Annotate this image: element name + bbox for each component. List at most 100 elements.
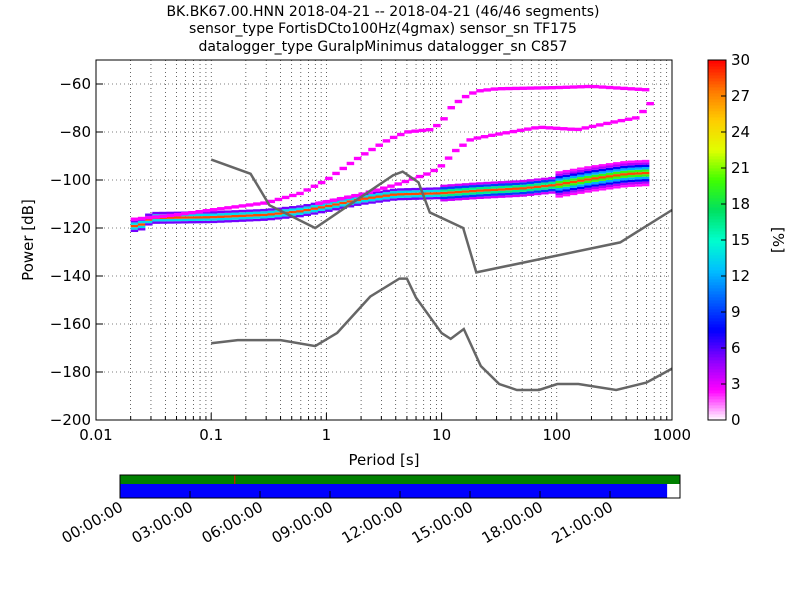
psd-cell [461,195,470,198]
colorbar-segment [708,108,726,112]
psd-cell [353,203,362,206]
colorbar-segment [708,291,726,295]
psd-cell [620,185,628,188]
colorbar-segment [708,378,726,382]
psd-cell [303,206,311,209]
psd-cell [613,166,621,170]
psd-cell [339,199,347,202]
colorbar-segment [708,402,726,406]
colorbar-segment [708,219,726,223]
psd-cell [641,183,650,187]
colorbar-segment [708,243,726,247]
psd-cell [598,164,607,167]
psd-cell-outlier [541,86,549,90]
psd-cell [483,191,491,194]
psd-cell [260,218,268,221]
psd-cell [274,212,283,215]
colorbar-segment [708,390,726,394]
psd-cell [476,196,484,200]
title-line-station: BK.BK67.00.HNN 2018-04-21 -- 2018-04-21 … [166,4,599,20]
psd-cell [217,215,225,218]
colorbar-segment [708,339,726,343]
colorbar-segment [708,240,726,244]
psd-cell [368,201,376,204]
psd-cell-outlier [531,126,539,130]
timeline-tick-label: 18:00:00 [479,498,546,547]
psd-cell [217,213,225,216]
psd-cell-outlier [425,128,434,132]
psd-cell [281,209,290,212]
colorbar-segment [708,84,726,88]
psd-cell [577,184,585,187]
colorbar-segment [708,216,726,220]
timeline-tick-label: 03:00:00 [129,498,196,547]
psd-cell-outlier [548,86,556,90]
colorbar-segment [708,204,726,208]
colorbar-segment [708,255,726,259]
psd-cell [605,179,614,183]
psd-cell [584,180,592,184]
psd-cell [605,175,614,178]
psd-cell [433,187,441,190]
psd-cell [447,186,455,189]
colorbar-segment [708,357,726,361]
psd-cell [440,194,448,197]
psd-cell [469,187,477,190]
psd-cell [641,162,650,165]
psd-cell [641,171,650,175]
psd-cell-outlier [404,130,412,134]
psd-cell-outlier [418,128,427,133]
psd-cell-outlier [617,118,626,123]
psd-cell [569,180,578,184]
psd-cell [181,218,189,222]
y-tick-label: −80 [59,123,91,141]
psd-cell [519,187,527,190]
colorbar-segment [708,126,726,130]
y-tick-label: −120 [50,219,91,237]
colorbar-segment [708,369,726,373]
psd-cell [497,195,506,198]
psd-cell [152,219,160,222]
psd-cell-outlier [231,205,239,209]
psd-cell [634,162,643,166]
psd-cell-outlier [375,143,383,147]
colorbar-segment [708,231,726,235]
psd-cell [497,190,506,194]
psd-cell [188,218,196,222]
psd-cell [375,200,383,203]
psd-cell [634,167,643,170]
psd-cell [562,181,571,185]
colorbar-segment [708,198,726,202]
psd-cell [238,219,247,222]
psd-cell [440,196,448,200]
colorbar-segment [708,381,726,385]
y-axis-ticks: −200 −180 −160 −140 −120 −100 −80 −60 [50,75,103,429]
psd-cell [512,180,520,183]
colorbar-segment [708,213,726,217]
psd-cell [137,225,146,229]
psd-cell-outlier [610,120,618,124]
colorbar-segment [708,252,726,256]
psd-cell [591,172,599,175]
psd-cell-outlier [444,156,453,160]
psd-cell [555,183,563,186]
colorbar-segment [708,60,726,64]
y-axis-label: Power [dB] [19,199,37,281]
psd-cell [281,216,290,219]
psd-cell [130,222,139,225]
psd-cell-outlier [454,99,463,104]
psd-cell [584,173,592,176]
psd-cell [454,193,463,196]
psd-cell-outlier [397,132,405,137]
colorbar-segment [708,183,726,187]
psd-cell [289,208,297,211]
psd-cell [541,192,549,195]
psd-cell [145,218,153,221]
psd-cell [620,177,628,181]
psd-cell [483,196,491,199]
psd-cell-outlier [497,87,506,91]
psd-cell [397,188,405,191]
x-tick-label: 0.1 [199,426,223,444]
psd-cell [555,173,563,177]
psd-cell [245,214,254,217]
